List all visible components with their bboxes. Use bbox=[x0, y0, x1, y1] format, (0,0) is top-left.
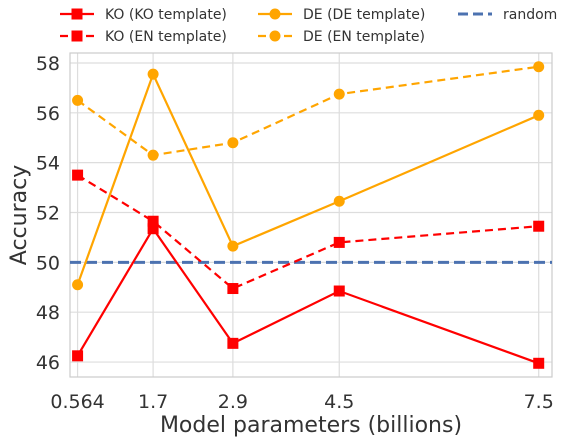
data-point-de-en-template bbox=[533, 61, 545, 73]
data-point-ko-ko-template bbox=[72, 350, 84, 362]
legend-marker-ko-ko-template bbox=[71, 8, 83, 20]
legend-label-de-de-template: DE (DE template) bbox=[303, 7, 425, 23]
legend-label-de-en-template: DE (EN template) bbox=[303, 29, 425, 45]
plot-frame bbox=[69, 52, 553, 378]
series-line-ko-en-template bbox=[77, 174, 539, 290]
data-point-ko-en-template bbox=[333, 236, 345, 248]
legend-marker-ko-en-template bbox=[71, 30, 83, 42]
data-point-de-en-template bbox=[147, 149, 159, 161]
legend-label-random: random bbox=[503, 7, 557, 23]
y-tick-label: 46 bbox=[36, 352, 60, 374]
y-tick-label: 52 bbox=[36, 203, 60, 225]
data-point-ko-ko-template bbox=[147, 223, 159, 235]
legend-label-ko-ko-template: KO (KO template) bbox=[105, 7, 227, 23]
data-point-ko-en-template bbox=[72, 169, 84, 181]
y-tick-label: 58 bbox=[36, 53, 60, 75]
data-point-de-de-template bbox=[533, 109, 545, 121]
x-tick-label: 0.564 bbox=[50, 391, 104, 413]
legend-label-ko-en-template: KO (EN template) bbox=[105, 29, 227, 45]
x-tick-label: 7.5 bbox=[524, 391, 554, 413]
data-point-ko-en-template bbox=[227, 283, 239, 295]
data-point-de-de-template bbox=[147, 68, 159, 80]
data-point-de-en-template bbox=[72, 94, 84, 106]
series-line-de-de-template bbox=[76, 71, 540, 286]
x-ticks: 0.564 1.7 2.9 4.5 7.5 bbox=[50, 391, 553, 413]
y-tick-label: 48 bbox=[36, 302, 60, 324]
data-point-de-en-template bbox=[227, 137, 239, 149]
data-point-de-de-template bbox=[72, 279, 84, 291]
data-point-ko-ko-template bbox=[333, 285, 345, 297]
data-point-ko-ko-template bbox=[533, 357, 545, 369]
series-line-ko-ko-template bbox=[76, 226, 540, 365]
data-point-ko-en-template bbox=[147, 215, 159, 227]
series-layer bbox=[70, 61, 552, 369]
y-axis-label: Accuracy bbox=[7, 165, 32, 265]
data-point-ko-ko-template bbox=[227, 337, 239, 349]
x-tick-label: 2.9 bbox=[218, 391, 248, 413]
legend-marker-de-en-template bbox=[269, 30, 281, 42]
y-tick-label: 54 bbox=[36, 153, 60, 175]
data-point-de-de-template bbox=[333, 195, 345, 207]
y-tick-label: 50 bbox=[36, 252, 60, 274]
y-tick-label: 56 bbox=[36, 103, 60, 125]
data-point-ko-en-template bbox=[533, 220, 545, 232]
x-tick-label: 4.5 bbox=[324, 391, 354, 413]
legend-marker-de-de-template bbox=[269, 8, 281, 20]
x-axis-label: Model parameters (billions) bbox=[160, 413, 462, 437]
x-tick-label: 1.7 bbox=[138, 391, 168, 413]
series-line-de-en-template bbox=[76, 65, 539, 157]
y-ticks: 46 48 50 52 54 56 58 bbox=[36, 53, 60, 374]
data-point-de-de-template bbox=[227, 240, 239, 252]
legend: KO (KO template) KO (EN template) DE (DE t… bbox=[60, 7, 557, 45]
data-point-de-en-template bbox=[333, 88, 345, 100]
